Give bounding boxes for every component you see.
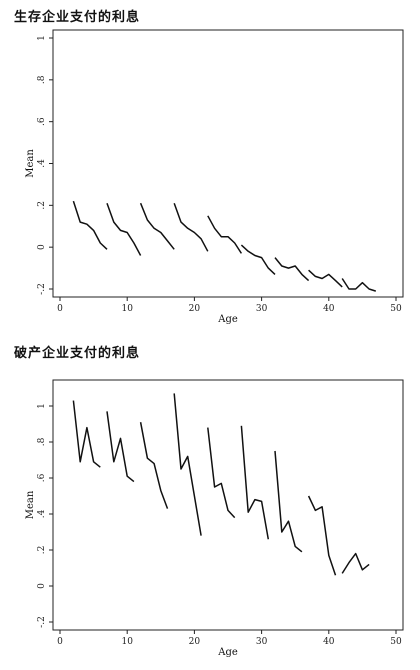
y-tick-label: .8 <box>37 75 47 84</box>
x-tick-label: 40 <box>323 637 335 647</box>
series-line <box>72 400 101 468</box>
y-axis-title: Mean <box>25 149 36 178</box>
y-tick-label: 0 <box>37 583 47 589</box>
plot-frame <box>52 29 404 298</box>
series-line <box>207 427 236 519</box>
y-tick-label: .2 <box>37 546 47 555</box>
chart-panel-surviving: 生存企业支付的利息 -.2 0.2.4.6.8 1 0 10 20 30 40 50 Age Mea… <box>0 0 420 330</box>
y-tick-label: .6 <box>37 117 47 126</box>
series-line <box>139 422 169 509</box>
x-tick-label: 50 <box>390 637 402 647</box>
series-line <box>173 202 209 252</box>
series-line <box>207 215 243 254</box>
x-tick-label: 20 <box>189 637 201 647</box>
plot-frame <box>52 379 404 631</box>
chart-panel-bankrupt: 破产企业支付的利息 -.2 0.2.4.6.8 1 0 10 20 30 40 50 Age Mea… <box>0 336 420 670</box>
series-line <box>341 552 370 574</box>
y-tick-label: -.2 <box>37 283 47 295</box>
series-line <box>72 200 108 250</box>
x-tick-label: 30 <box>256 637 268 647</box>
chart-title: 生存企业支付的利息 <box>14 10 141 25</box>
y-tick-label: 1 <box>37 35 47 41</box>
y-axis-title: Mean <box>25 490 36 519</box>
series-line <box>240 244 276 275</box>
series-line <box>240 425 270 540</box>
x-axis-title: Age <box>217 647 238 658</box>
series-line <box>274 257 310 282</box>
y-tick-label: 1 <box>37 403 47 409</box>
y-tick-label: .6 <box>37 473 47 482</box>
x-tick-label: 0 <box>57 304 63 314</box>
series-line <box>106 202 142 256</box>
y-tick-label: .8 <box>37 437 47 446</box>
series-line <box>307 495 337 576</box>
series-line <box>274 450 303 553</box>
y-tick-label: .2 <box>37 201 47 210</box>
x-tick-label: 20 <box>189 304 201 314</box>
x-tick-label: 10 <box>121 304 133 314</box>
chart-title: 破产企业支付的利息 <box>14 346 141 361</box>
y-tick-label: .4 <box>37 509 47 518</box>
series-line <box>106 411 135 483</box>
x-tick-label: 30 <box>256 304 268 314</box>
x-tick-label: 50 <box>390 304 402 314</box>
y-tick-label: 0 <box>37 244 47 250</box>
x-tick-label: 10 <box>121 637 133 647</box>
series-line <box>341 278 377 292</box>
series-line <box>173 393 202 536</box>
series-line <box>308 269 343 288</box>
x-axis-title: Age <box>217 314 238 325</box>
x-tick-label: 0 <box>57 637 63 647</box>
y-tick-label: -.2 <box>37 616 47 628</box>
y-tick-label: .4 <box>37 159 47 168</box>
x-tick-label: 40 <box>323 304 335 314</box>
series-line <box>139 202 175 250</box>
